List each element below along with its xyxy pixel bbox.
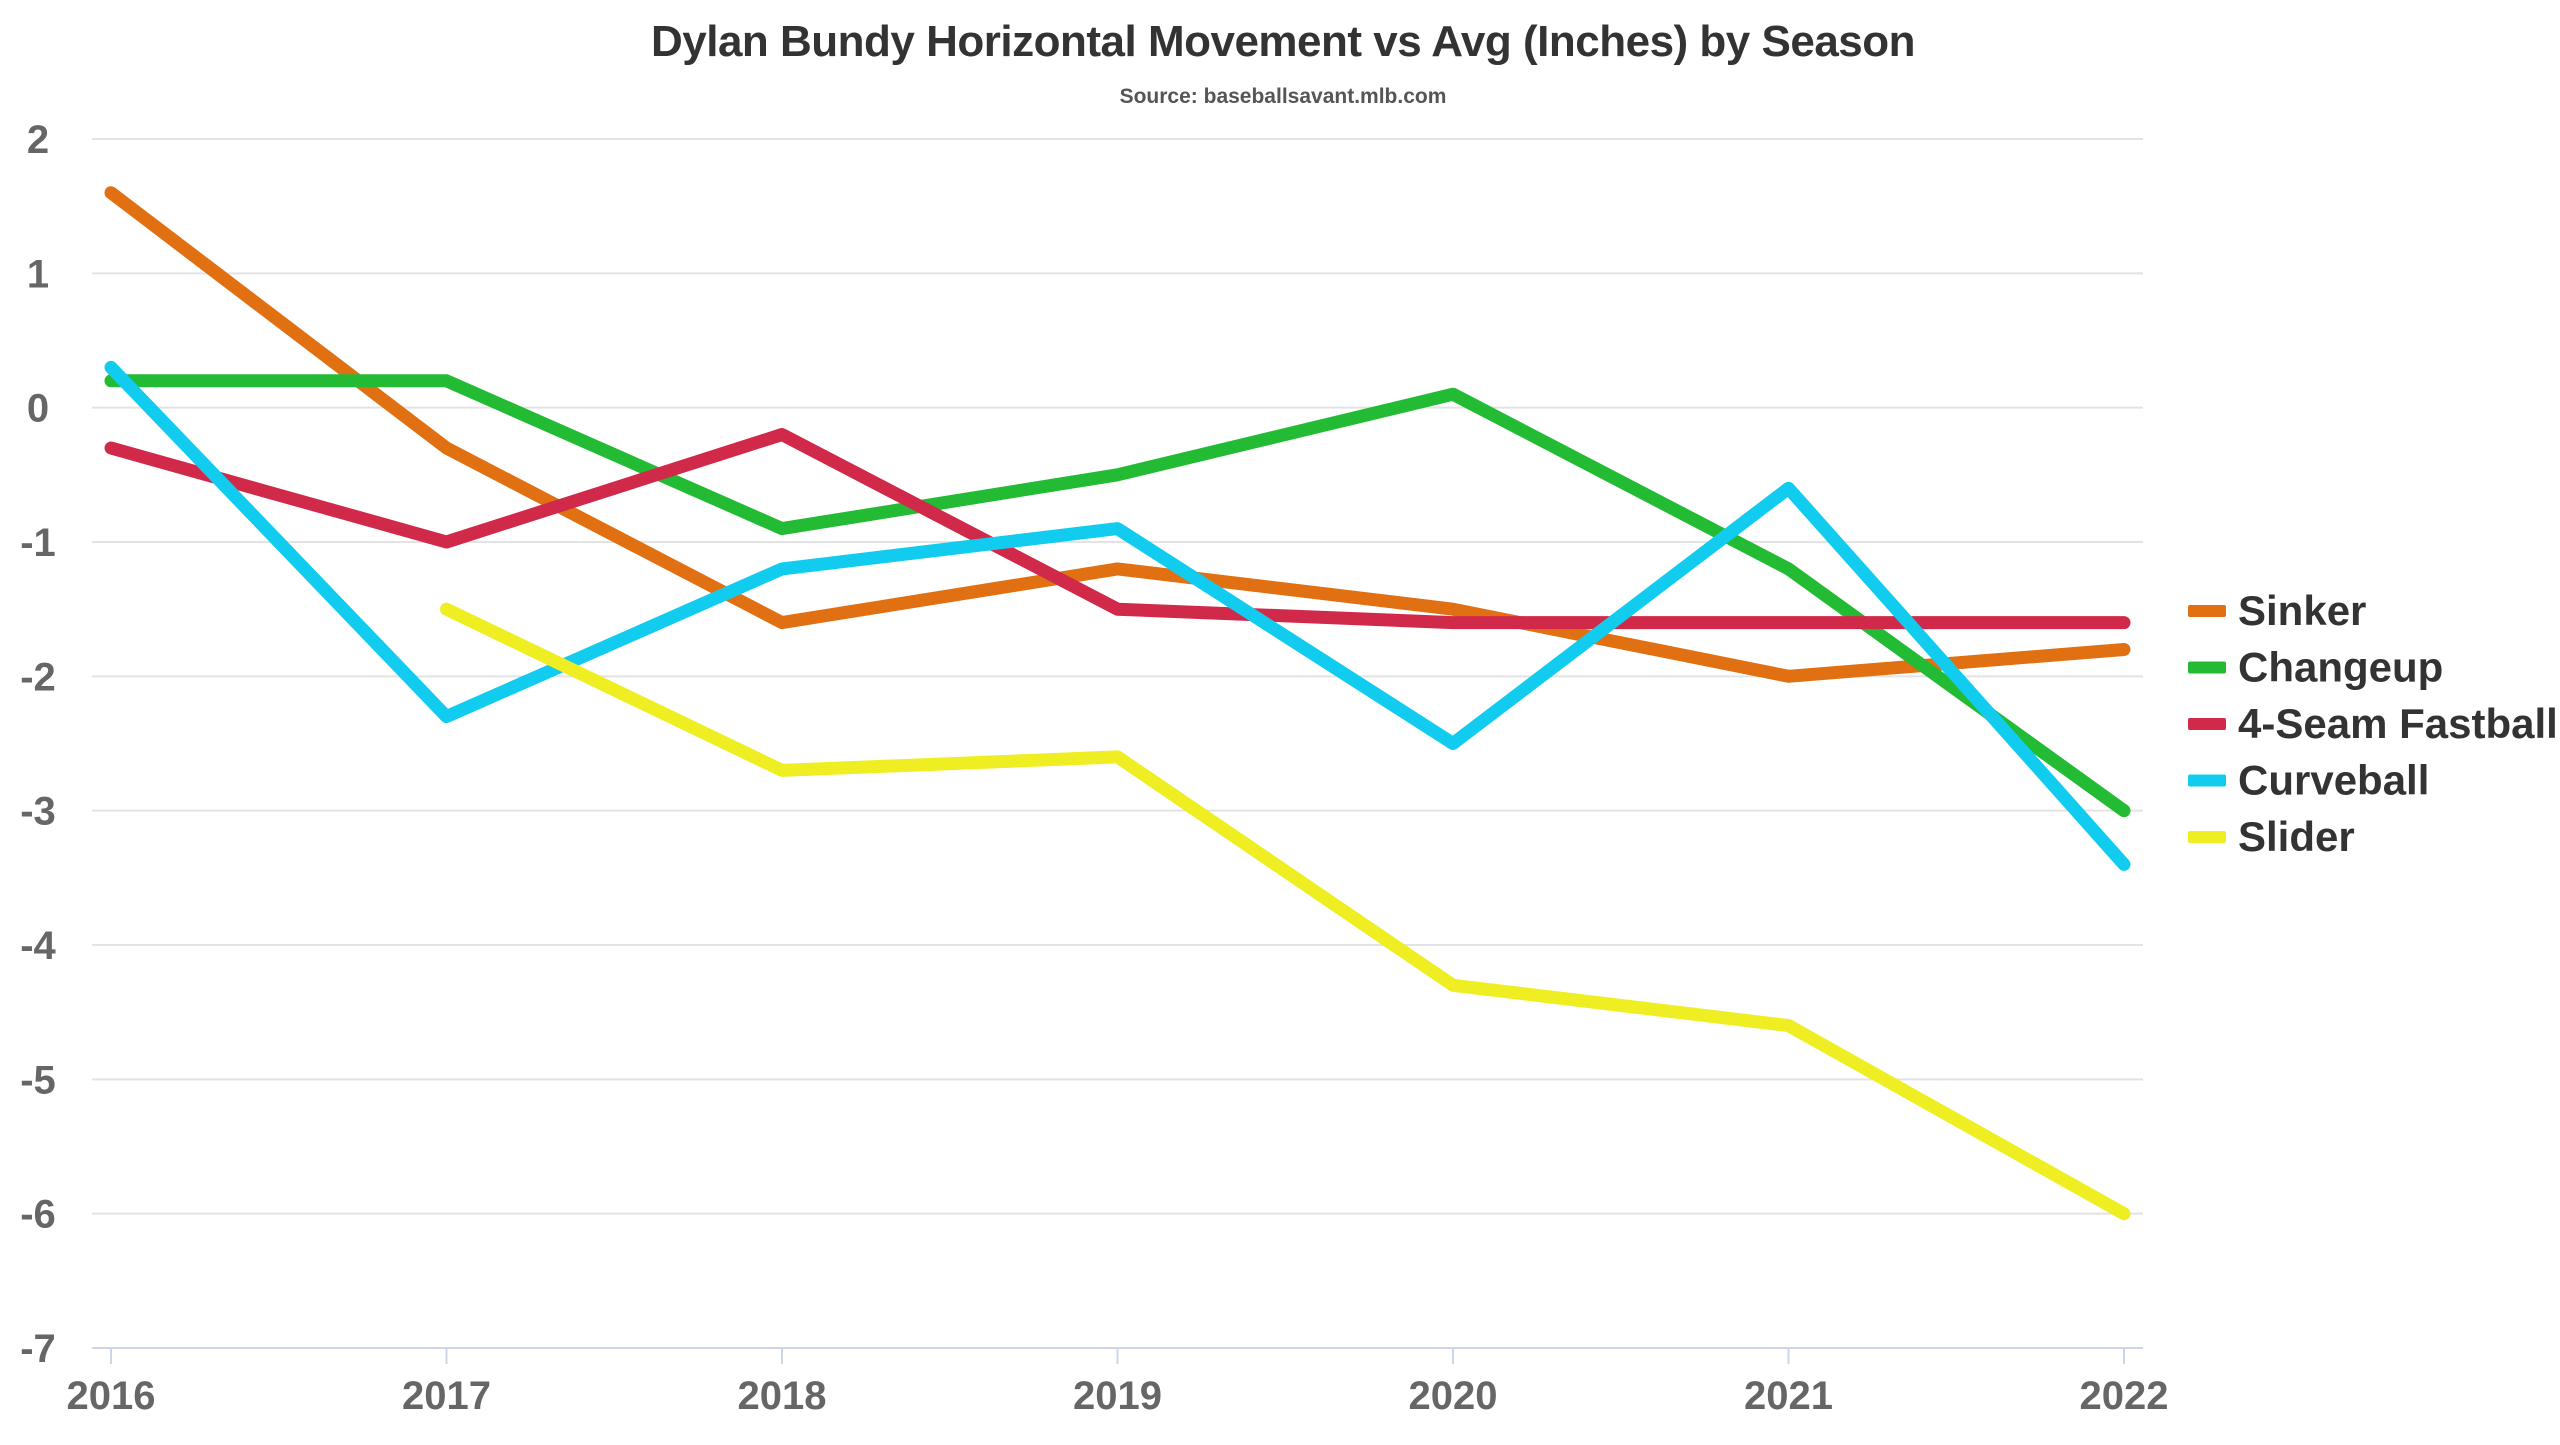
x-tick-label: 2021 <box>1744 1374 1833 1418</box>
legend-label: Changeup <box>2238 644 2443 691</box>
legend-label: Slider <box>2238 813 2355 860</box>
x-tick-label: 2020 <box>1409 1374 1498 1418</box>
y-tick-label: -1 <box>20 521 56 565</box>
x-tick-label: 2018 <box>738 1374 827 1418</box>
y-tick-label: 2 <box>27 118 49 162</box>
legend-swatch <box>2188 774 2226 787</box>
y-tick-label: 0 <box>27 387 49 431</box>
legend-item-sinker[interactable]: Sinker <box>2188 587 2366 634</box>
legend-item-curveball[interactable]: Curveball <box>2188 757 2429 804</box>
legend-label: Sinker <box>2238 587 2366 634</box>
series-line-sinker[interactable] <box>104 186 2131 683</box>
y-tick-label: -2 <box>20 655 56 699</box>
legend-label: 4-Seam Fastball <box>2238 700 2558 747</box>
x-tick-label: 2016 <box>67 1374 156 1418</box>
chart-title: Dylan Bundy Horizontal Movement vs Avg (… <box>651 17 1915 66</box>
y-tick-label: -5 <box>20 1058 56 1102</box>
y-tick-label: -4 <box>20 924 56 968</box>
series-line-slider[interactable] <box>440 602 2131 1221</box>
legend-item-slider[interactable]: Slider <box>2188 813 2355 860</box>
legend-swatch <box>2188 605 2226 617</box>
series-lines <box>104 186 2131 1221</box>
x-tick-label: 2017 <box>402 1374 491 1418</box>
x-tick-label: 2019 <box>1073 1374 1162 1418</box>
legend-label: Curveball <box>2238 757 2429 804</box>
y-tick-label: -6 <box>20 1193 56 1237</box>
legend-item-changeup[interactable]: Changeup <box>2188 644 2443 691</box>
legend-swatch <box>2188 831 2226 843</box>
legend-item-4-seam-fastball[interactable]: 4-Seam Fastball <box>2188 700 2558 747</box>
series-line-4-seam-fastball[interactable] <box>104 428 2131 630</box>
legend-swatch <box>2188 661 2226 674</box>
legend-swatch <box>2188 718 2226 730</box>
x-tick-label: 2022 <box>2080 1374 2169 1418</box>
chart-subtitle: Source: baseballsavant.mlb.com <box>1120 85 1447 108</box>
legend[interactable]: Sinker Changeup 4-Seam Fastball Curveball Sl… <box>2188 587 2558 860</box>
y-tick-label: -3 <box>20 790 56 834</box>
series-line-changeup[interactable] <box>104 374 2131 818</box>
y-tick-label: -7 <box>20 1327 56 1371</box>
y-tick-label: 1 <box>27 252 49 296</box>
series-line-curveball[interactable] <box>104 360 2131 871</box>
